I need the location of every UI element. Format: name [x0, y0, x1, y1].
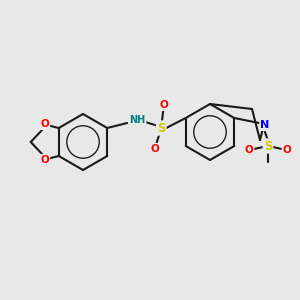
- Text: NH: NH: [129, 115, 146, 125]
- Text: O: O: [283, 145, 291, 155]
- Text: N: N: [260, 120, 270, 130]
- Text: O: O: [40, 155, 49, 165]
- Text: O: O: [244, 145, 253, 155]
- Text: S: S: [264, 140, 272, 152]
- Text: O: O: [160, 100, 169, 110]
- Text: O: O: [40, 119, 49, 129]
- Text: S: S: [157, 122, 166, 134]
- Text: O: O: [151, 144, 160, 154]
